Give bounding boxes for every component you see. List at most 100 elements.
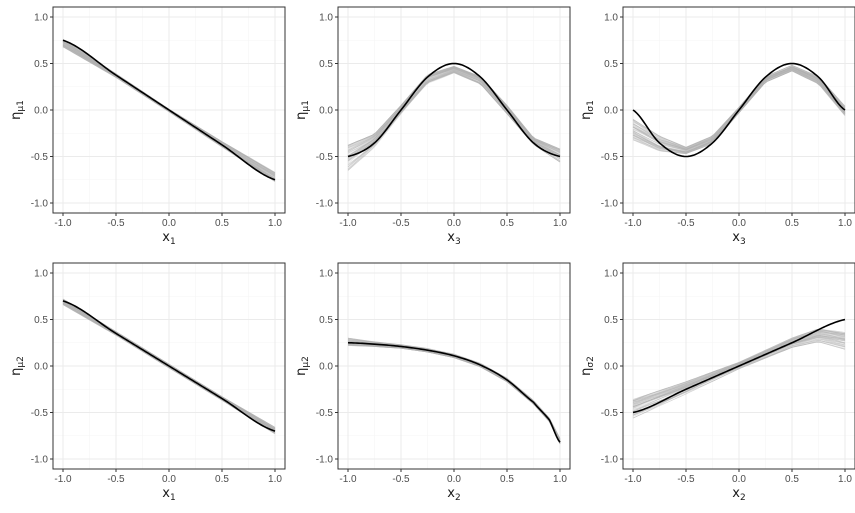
estimate-curve bbox=[632, 66, 846, 148]
estimate-curve bbox=[632, 328, 846, 404]
estimate-curve bbox=[347, 69, 561, 158]
estimate-curve bbox=[632, 66, 846, 150]
estimate-curve bbox=[347, 66, 561, 161]
estimate-curve bbox=[632, 70, 846, 155]
x-tick-label: -0.5 bbox=[107, 218, 125, 229]
estimate-curve bbox=[347, 66, 561, 152]
estimate-curve bbox=[347, 68, 561, 151]
y-tick-label: 0.5 bbox=[319, 315, 333, 326]
estimate-curve bbox=[632, 64, 846, 149]
y-tick-label: 0.0 bbox=[319, 362, 333, 373]
estimate-curve bbox=[347, 66, 561, 151]
x-tick-label: -0.5 bbox=[677, 474, 695, 485]
estimate-curve bbox=[632, 341, 846, 419]
estimate-curve bbox=[347, 67, 561, 152]
estimate-curve bbox=[632, 333, 846, 406]
estimate-curve bbox=[347, 342, 561, 443]
estimate-curve bbox=[632, 341, 846, 418]
y-tick-label: -1.0 bbox=[601, 455, 619, 466]
estimate-curve bbox=[347, 72, 561, 157]
estimate-curve bbox=[632, 333, 846, 404]
estimate-curve bbox=[347, 70, 561, 153]
estimate-curve bbox=[632, 336, 846, 408]
estimate-curve bbox=[347, 66, 561, 151]
x-tick-label: -1.0 bbox=[54, 474, 72, 485]
estimate-curve bbox=[62, 300, 276, 430]
estimate-curve bbox=[347, 66, 561, 159]
y-tick-label: 0.0 bbox=[604, 362, 618, 373]
estimate-curve bbox=[632, 330, 846, 407]
x-tick-label: -1.0 bbox=[624, 218, 642, 229]
x-tick-label: -0.5 bbox=[392, 474, 410, 485]
estimate-curve bbox=[347, 67, 561, 153]
estimate-curve bbox=[632, 329, 846, 402]
y-tick-label: 0.5 bbox=[604, 315, 618, 326]
panel-2: -1.0 -0.5 0.0 0.5 1.0 -1.0 -0.5 0.0 0.5 1.0 x3 ημ1 bbox=[294, 6, 571, 247]
x-tick-label: 0.0 bbox=[447, 218, 461, 229]
estimate-curve bbox=[347, 66, 561, 151]
estimate-curve bbox=[632, 66, 846, 148]
y-tick-label: -0.5 bbox=[316, 408, 334, 419]
estimate-curve bbox=[347, 344, 561, 444]
estimate-curve bbox=[632, 340, 846, 412]
estimate-curve bbox=[632, 67, 846, 149]
estimate-curve bbox=[632, 338, 846, 416]
estimate-curve bbox=[632, 66, 846, 148]
estimate-curve bbox=[632, 69, 846, 155]
estimate-curve bbox=[632, 328, 846, 405]
estimate-curve bbox=[632, 333, 846, 407]
estimate-curve bbox=[347, 67, 561, 160]
y-tick-label: -0.5 bbox=[601, 408, 619, 419]
panel-3: -1.0 -0.5 0.0 0.5 1.0 -1.0 -0.5 0.0 0.5 1.0 x3 ησ1 bbox=[579, 6, 855, 247]
y-tick-label: -0.5 bbox=[31, 408, 49, 419]
estimate-curve bbox=[632, 70, 846, 155]
estimate-curve bbox=[347, 66, 561, 150]
truth-curve bbox=[632, 62, 846, 158]
estimate-curve bbox=[347, 338, 561, 440]
panel-1: -1.0 -0.5 0.0 0.5 1.0 -1.0 -0.5 0.0 0.5 1.0 x1 ημ1 bbox=[9, 6, 286, 247]
estimate-curve bbox=[347, 66, 561, 151]
x-axis-label: x1 bbox=[162, 230, 175, 247]
estimate-curve bbox=[347, 67, 561, 157]
estimate-curve bbox=[632, 333, 846, 405]
x-tick-label: 0.5 bbox=[500, 474, 514, 485]
estimate-curve bbox=[347, 344, 561, 444]
y-tick-label: 1.0 bbox=[34, 269, 48, 280]
x-tick-label: 0.5 bbox=[785, 218, 799, 229]
estimate-curve bbox=[347, 344, 561, 444]
x-tick-label: -1.0 bbox=[54, 218, 72, 229]
estimate-curve bbox=[632, 329, 846, 401]
x-axis-label: x2 bbox=[447, 486, 460, 503]
y-tick-label: -0.5 bbox=[316, 152, 334, 163]
x-tick-label: -0.5 bbox=[677, 218, 695, 229]
estimate-curve bbox=[632, 334, 846, 408]
y-tick-label: 0.0 bbox=[604, 106, 618, 117]
estimate-curve bbox=[347, 344, 561, 444]
x-tick-label: -0.5 bbox=[107, 474, 125, 485]
estimate-curve bbox=[632, 64, 846, 148]
y-tick-label: -1.0 bbox=[316, 455, 334, 466]
estimate-curve bbox=[347, 71, 561, 159]
x-tick-label: 1.0 bbox=[268, 218, 282, 229]
estimate-curve bbox=[347, 65, 561, 151]
estimate-curve bbox=[632, 70, 846, 153]
estimate-curve bbox=[632, 332, 846, 403]
estimate-curve bbox=[347, 69, 561, 161]
estimate-curve bbox=[62, 301, 276, 431]
x-tick-label: 0.0 bbox=[162, 218, 176, 229]
y-tick-label: -1.0 bbox=[31, 199, 49, 210]
estimate-curve bbox=[347, 67, 561, 157]
estimate-curve bbox=[62, 44, 276, 180]
x-tick-label: 0.0 bbox=[447, 474, 461, 485]
estimate-curve bbox=[632, 340, 846, 416]
y-tick-label: 0.5 bbox=[34, 315, 48, 326]
y-axis-label: ησ1 bbox=[579, 100, 596, 120]
x-tick-label: 1.0 bbox=[838, 474, 852, 485]
y-tick-label: -1.0 bbox=[316, 199, 334, 210]
estimate-curve bbox=[632, 336, 846, 409]
estimate-curve bbox=[347, 343, 561, 444]
estimate-curve bbox=[347, 69, 561, 161]
x-axis-label: x1 bbox=[162, 486, 175, 503]
x-tick-label: 1.0 bbox=[268, 474, 282, 485]
estimate-curve bbox=[632, 336, 846, 412]
